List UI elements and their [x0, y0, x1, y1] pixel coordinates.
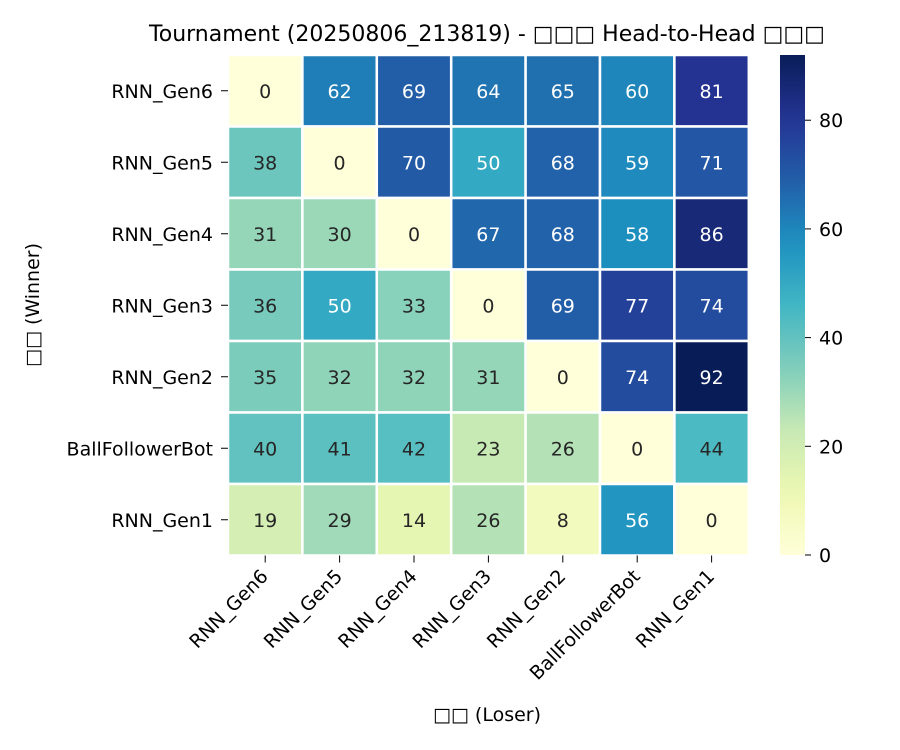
colorbar-tick-label: 60 — [819, 219, 843, 241]
row-label: RNN_Gen5 — [111, 152, 213, 174]
cell-value-label: 64 — [476, 81, 500, 103]
cell-value-label: 67 — [476, 224, 500, 246]
cell-value-label: 68 — [551, 152, 575, 174]
y-axis-label: □□ (Winner) — [22, 243, 44, 367]
heatmap-cell — [524, 125, 602, 200]
cell-value-label: 29 — [328, 510, 352, 532]
heatmap-cell — [524, 482, 602, 557]
heatmap-cell — [598, 196, 676, 271]
column-label: RNN_Gen4 — [334, 565, 421, 652]
cell-value-label: 0 — [557, 367, 569, 389]
cell-value-label: 0 — [334, 152, 346, 174]
colorbar-tick-label: 0 — [819, 545, 831, 567]
cell-value-label: 40 — [253, 438, 277, 460]
cell-value-label: 32 — [402, 367, 426, 389]
colorbar — [780, 55, 805, 555]
cell-value-label: 86 — [700, 224, 724, 246]
row-label: RNN_Gen3 — [111, 295, 213, 317]
heatmap-cell — [301, 268, 379, 343]
row-label: RNN_Gen6 — [111, 81, 213, 103]
cell-value-label: 35 — [253, 367, 277, 389]
cell-value-label: 92 — [700, 367, 724, 389]
column-label: RNN_Gen6 — [185, 565, 272, 652]
heatmap-cell — [598, 482, 676, 557]
cell-value-label: 8 — [557, 510, 569, 532]
cell-value-label: 68 — [551, 224, 575, 246]
heatmap-cell — [598, 268, 676, 343]
cell-value-label: 50 — [476, 152, 500, 174]
x-axis-label: □□ (Loser) — [433, 704, 541, 726]
cell-value-label: 69 — [551, 295, 575, 317]
colorbar-tick-label: 20 — [819, 436, 843, 458]
cell-value-label: 41 — [328, 438, 352, 460]
chart-title: Tournament (20250806_213819) - □□□ Head-… — [148, 22, 825, 47]
cell-value-label: 0 — [482, 295, 494, 317]
heatmap-cell — [375, 482, 453, 557]
cell-value-label: 42 — [402, 438, 426, 460]
cell-value-label: 33 — [402, 295, 426, 317]
heatmap-cell — [449, 482, 527, 557]
cell-value-label: 26 — [476, 510, 500, 532]
cell-value-label: 74 — [625, 367, 649, 389]
cell-value-label: 31 — [476, 367, 500, 389]
colorbar-ticks: 0 20 40 60 80 — [805, 110, 843, 567]
heatmap-cell — [598, 53, 676, 128]
heatmap-cell — [375, 339, 453, 414]
cell-value-label: 14 — [402, 510, 426, 532]
heatmap-cell — [226, 268, 304, 343]
heatmap-cell — [301, 411, 379, 486]
row-label: RNN_Gen4 — [111, 224, 213, 246]
heatmap-cell — [673, 196, 751, 271]
cell-value-label: 70 — [402, 152, 426, 174]
heatmap-cell — [673, 411, 751, 486]
cell-value-label: 56 — [625, 510, 649, 532]
cell-value-label: 74 — [700, 295, 724, 317]
column-label: RNN_Gen3 — [408, 565, 495, 652]
cell-value-label: 62 — [328, 81, 352, 103]
cell-value-label: 71 — [700, 152, 724, 174]
cell-value-label: 38 — [253, 152, 277, 174]
cell-value-label: 31 — [253, 224, 277, 246]
heatmap-cell — [226, 411, 304, 486]
heatmap-cell — [375, 125, 453, 200]
column-labels: RNN_Gen6RNN_Gen5RNN_Gen4RNN_Gen3RNN_Gen2… — [185, 555, 719, 685]
cell-value-label: 69 — [402, 81, 426, 103]
column-label: RNN_Gen1 — [632, 565, 719, 652]
row-labels: RNN_Gen6 RNN_Gen5 RNN_Gen4 RNN_Gen3 RNN_Gen2… — [67, 81, 228, 532]
heatmap-cell — [226, 339, 304, 414]
cell-value-label: 0 — [631, 438, 643, 460]
cell-value-label: 59 — [625, 152, 649, 174]
row-label: RNN_Gen1 — [111, 510, 213, 532]
cell-value-label: 26 — [551, 438, 575, 460]
cell-value-label: 19 — [253, 510, 277, 532]
heatmap-cell — [301, 196, 379, 271]
cell-value-label: 65 — [551, 81, 575, 103]
column-label: RNN_Gen5 — [260, 565, 347, 652]
heatmap-cell — [673, 482, 751, 557]
cell-value-label: 60 — [625, 81, 649, 103]
cell-value-label: 30 — [328, 224, 352, 246]
cell-value-label: 58 — [625, 224, 649, 246]
cell-value-label: 81 — [700, 81, 724, 103]
heatmap-cell — [375, 196, 453, 271]
heatmap-cells: 0 62 69 64 65 60 81 38 0 70 50 68 59 71 31 30 0 67 68 58 86 3… — [226, 53, 751, 557]
row-label: RNN_Gen2 — [111, 367, 213, 389]
cell-value-label: 0 — [259, 81, 271, 103]
cell-value-label: 0 — [706, 510, 718, 532]
cell-value-label: 0 — [408, 224, 420, 246]
heatmap-cell — [524, 196, 602, 271]
heatmap-cell — [673, 125, 751, 200]
colorbar-tick-label: 40 — [819, 328, 843, 350]
cell-value-label: 23 — [476, 438, 500, 460]
cell-value-label: 77 — [625, 295, 649, 317]
cell-value-label: 32 — [328, 367, 352, 389]
cell-value-label: 50 — [328, 295, 352, 317]
cell-value-label: 44 — [700, 438, 724, 460]
cell-value-label: 36 — [253, 295, 277, 317]
colorbar-tick-label: 80 — [819, 110, 843, 132]
row-label: BallFollowerBot — [67, 438, 213, 460]
